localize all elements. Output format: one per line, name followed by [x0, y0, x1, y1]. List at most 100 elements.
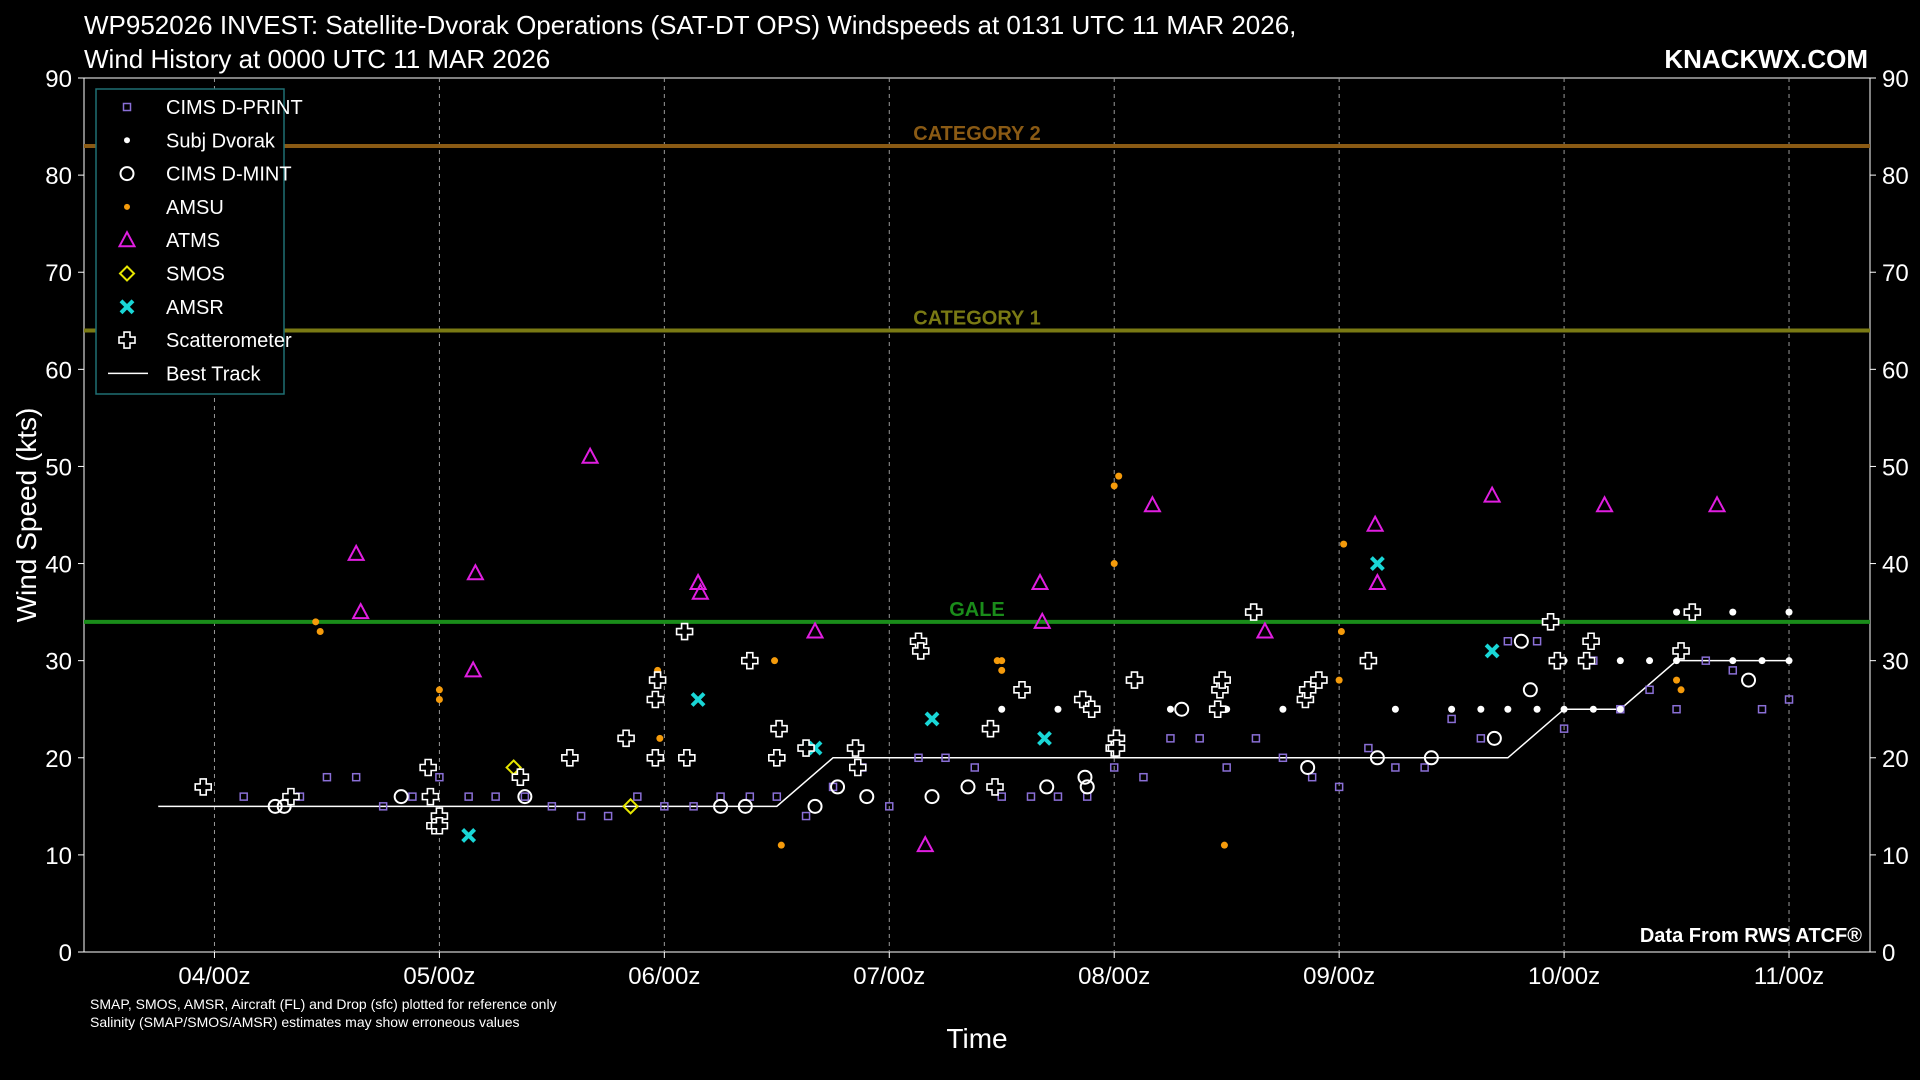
scatterometer-point	[421, 787, 440, 806]
cims-d-print-point	[1757, 704, 1767, 714]
cims-d-print-point	[885, 802, 894, 811]
scatterometer-point	[419, 758, 437, 777]
cims-d-print-point	[1364, 743, 1373, 753]
amsu-point	[435, 696, 443, 704]
scatterometer-point	[1082, 700, 1101, 719]
scatterometer-point	[797, 739, 815, 757]
cims-d-mint-point	[1369, 750, 1385, 766]
cims-d-print-point	[1278, 753, 1288, 763]
chart-title-line2: Wind History at 0000 UTC 11 MAR 2026	[84, 44, 551, 74]
amsu-point	[1220, 841, 1228, 849]
legend-label-amsr: AMSR	[166, 297, 224, 319]
subj-dvorak-point	[1477, 705, 1485, 713]
series-scatterometer	[194, 603, 1702, 835]
cims-d-print-point	[576, 811, 586, 821]
scatterometer-point	[282, 787, 300, 806]
amsu-point	[316, 628, 324, 636]
legend-label-subj-dvorak: Subj Dvorak	[166, 130, 276, 152]
cims-d-print-point	[1420, 763, 1429, 772]
legend-swatch-subj-dvorak	[124, 137, 130, 144]
atms-point	[805, 621, 825, 639]
subj-dvorak-point	[1448, 705, 1456, 713]
atms-point	[466, 563, 485, 581]
y-tick-label-right: 70	[1882, 260, 1909, 287]
series-subj-dvorak	[998, 608, 1793, 713]
x-tick-label: 09/00z	[1303, 963, 1375, 990]
legend-swatch-smos	[118, 265, 136, 282]
brand-logo-text: KNACKWX.COM	[1664, 44, 1868, 74]
cims-d-print-point	[1139, 772, 1148, 782]
amsr-point	[461, 828, 477, 843]
amsu-point	[777, 841, 785, 849]
atms-point	[351, 601, 370, 620]
y-tick-label-left: 70	[45, 260, 72, 287]
cims-d-mint-point	[1741, 672, 1757, 688]
series-amsr	[461, 556, 1500, 843]
legend-label-cims-d-mint: CIMS D-MINT	[166, 164, 292, 186]
subj-dvorak-point	[1279, 705, 1287, 713]
y-tick-label-left: 30	[45, 649, 72, 676]
cims-d-print-point	[1026, 792, 1036, 801]
cims-d-mint-point	[830, 779, 846, 795]
cims-d-print-point	[997, 792, 1006, 801]
scatterometer-point	[646, 748, 665, 767]
amsr-point	[1037, 730, 1052, 746]
scatterometer-point	[1683, 603, 1702, 621]
threshold-label: CATEGORY 2	[913, 123, 1040, 145]
y-tick-label-left: 50	[45, 454, 72, 481]
cims-d-mint-point	[737, 798, 753, 814]
cims-d-print-point	[520, 792, 530, 801]
series-smos	[505, 759, 640, 815]
x-tick-label: 10/00z	[1528, 963, 1600, 990]
subj-dvorak-point	[1646, 657, 1654, 665]
y-tick-label-right: 80	[1882, 163, 1909, 190]
cims-d-mint-point	[393, 789, 409, 805]
cims-d-mint-point	[267, 798, 283, 814]
cims-d-print-point	[408, 792, 417, 801]
y-tick-label-right: 10	[1882, 843, 1909, 870]
scatterometer-point	[1213, 671, 1231, 689]
y-tick-label-right: 40	[1882, 552, 1909, 579]
cims-d-print-point	[1307, 772, 1317, 782]
atms-point	[691, 582, 710, 600]
scatterometer-point	[911, 642, 930, 660]
cims-d-print-point	[547, 802, 557, 811]
cims-d-print-point	[1447, 714, 1456, 724]
scatterometer-point	[986, 778, 1004, 796]
cims-d-print-point	[322, 772, 332, 782]
cims-d-print-point	[351, 772, 361, 782]
cims-d-mint-point	[1522, 682, 1538, 698]
subj-dvorak-point	[1758, 657, 1766, 665]
y-tick-label-left: 90	[45, 66, 72, 93]
legend-swatch-cims-d-mint	[119, 166, 135, 182]
subj-dvorak-point	[1785, 657, 1793, 665]
atms-point	[463, 660, 483, 678]
series-best-track	[158, 659, 1790, 808]
scatterometer-point	[1541, 613, 1560, 631]
scatterometer-point	[770, 719, 788, 738]
subj-dvorak-point	[1589, 705, 1597, 713]
y-tick-label-left: 40	[45, 552, 72, 579]
cims-d-print-point	[1701, 656, 1711, 665]
legend-swatch-scatterometer	[118, 331, 136, 349]
legend-swatch-cims-d-print	[122, 102, 132, 112]
cims-d-print-point	[1559, 724, 1569, 733]
subj-dvorak-point	[1616, 657, 1624, 665]
cims-d-mint-point	[1300, 759, 1316, 775]
cims-d-print-point	[603, 811, 613, 821]
footer-note-line2: Salinity (SMAP/SMOS/AMSR) estimates may …	[90, 1014, 520, 1030]
x-tick-label: 08/00z	[1078, 963, 1150, 990]
scatterometer-point	[1125, 671, 1144, 689]
cims-d-print-point	[633, 792, 642, 801]
atms-point	[1143, 495, 1162, 513]
amsu-point	[1340, 540, 1348, 548]
amsu-point	[435, 686, 443, 694]
legend-label-amsu: AMSU	[166, 197, 224, 219]
cims-d-print-point	[1503, 636, 1513, 646]
subj-dvorak-point	[1504, 705, 1512, 713]
legend-label-atms: ATMS	[166, 230, 220, 252]
cims-d-print-point	[491, 792, 500, 801]
scatterometer-point	[1577, 651, 1596, 670]
scatterometer-point	[646, 690, 665, 709]
atms-point	[580, 446, 600, 464]
